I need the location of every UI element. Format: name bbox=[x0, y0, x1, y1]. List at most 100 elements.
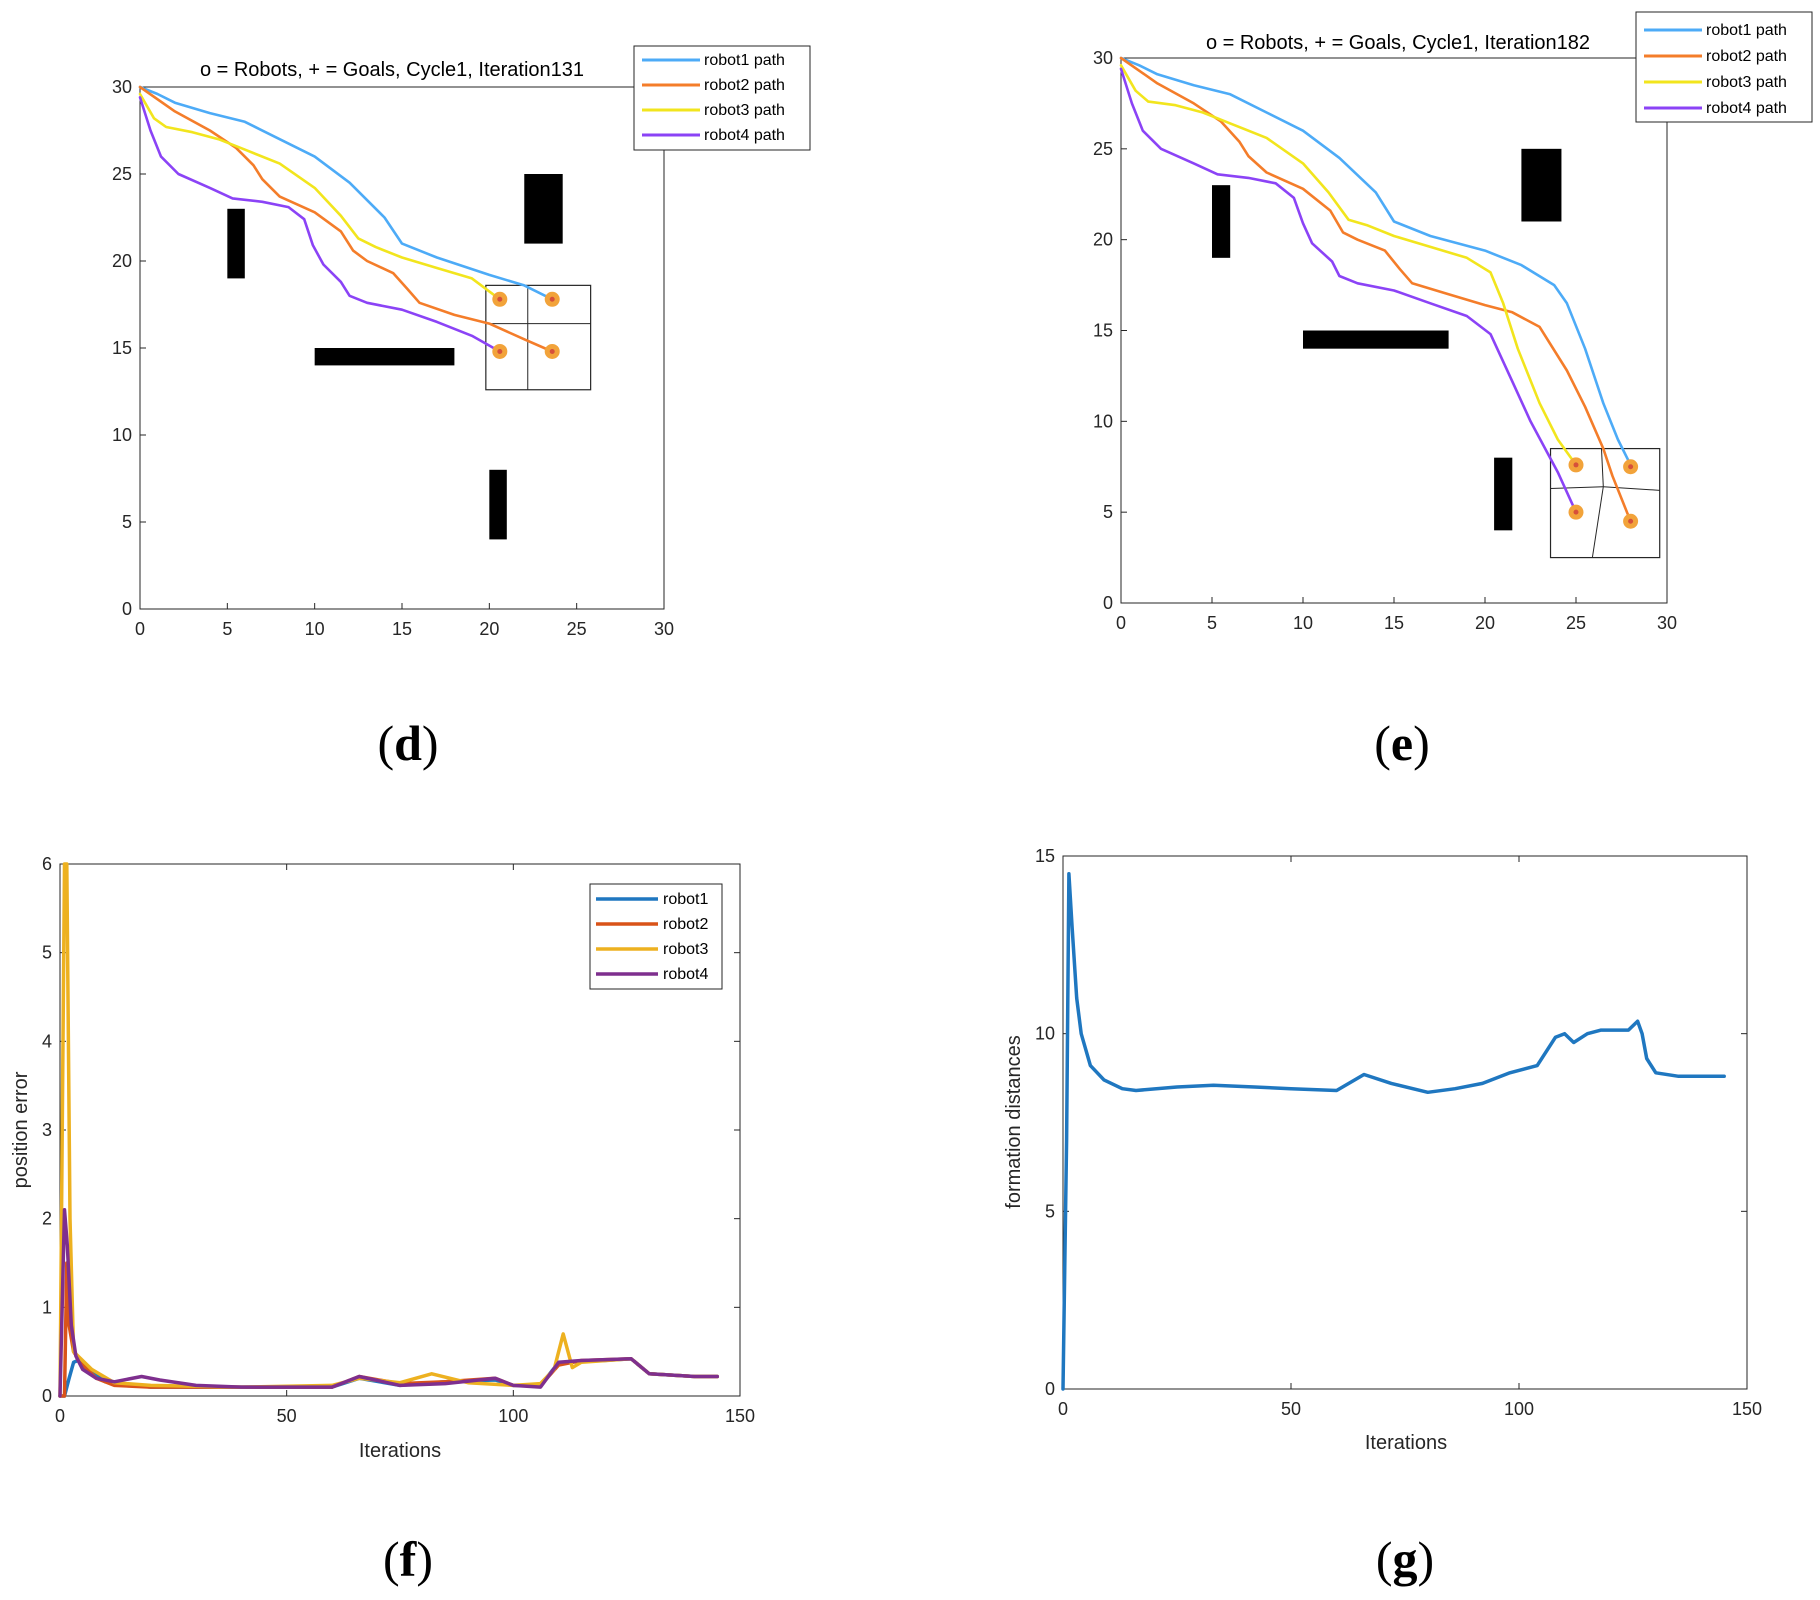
panel-d: o = Robots, + = Goals, Cycle1, Iteration… bbox=[112, 45, 811, 771]
g-ytick-label: 10 bbox=[1035, 1024, 1055, 1044]
d-series-robot4-path bbox=[138, 96, 502, 353]
e-goal-marker bbox=[1628, 464, 1634, 470]
e-ytick-label: 5 bbox=[1103, 502, 1113, 522]
d-obstacle bbox=[489, 469, 507, 540]
f-xtick-label: 150 bbox=[725, 1406, 755, 1426]
f-legend-label-robot4: robot4 bbox=[663, 966, 708, 983]
e-formation-divider bbox=[1600, 448, 1604, 487]
g-ytick-label: 15 bbox=[1035, 846, 1055, 866]
d-legend: robot1 path robot2 path robot3 path robo… bbox=[633, 45, 811, 151]
g-caption: (g) bbox=[1376, 1531, 1434, 1587]
e-xtick-label: 25 bbox=[1566, 613, 1586, 633]
e-ytick-label: 0 bbox=[1103, 593, 1113, 613]
d-xtick-label: 30 bbox=[654, 619, 674, 639]
f-ylabel: position error bbox=[10, 1071, 32, 1188]
e-formation-divider bbox=[1591, 486, 1604, 558]
e-legend-label-robot2: robot2 path bbox=[1706, 48, 1787, 65]
g-plot-frame bbox=[1062, 855, 1748, 1390]
e-legend-label-robot4: robot4 path bbox=[1706, 100, 1787, 117]
d-obstacle bbox=[314, 348, 455, 366]
f-caption-letter: f bbox=[400, 1531, 418, 1587]
d-ytick-label: 20 bbox=[112, 251, 132, 271]
d-ytick-label: 15 bbox=[112, 338, 132, 358]
e-goal-marker bbox=[1573, 462, 1579, 468]
e-caption: (e) bbox=[1374, 715, 1430, 771]
d-goal-marker bbox=[497, 296, 503, 302]
f-legend-label-robot2: robot2 bbox=[663, 916, 708, 933]
e-goal-marker bbox=[1573, 509, 1579, 515]
e-caption-letter: e bbox=[1391, 715, 1413, 771]
d-xtick-label: 25 bbox=[567, 619, 587, 639]
e-series-robot2-path bbox=[1119, 56, 1632, 523]
e-obstacle bbox=[1303, 330, 1449, 349]
e-ytick-label: 10 bbox=[1093, 411, 1113, 431]
d-obstacle bbox=[524, 174, 563, 244]
d-xtick-label: 20 bbox=[479, 619, 499, 639]
d-ytick-label: 10 bbox=[112, 425, 132, 445]
g-ytick-label: 0 bbox=[1045, 1379, 1055, 1399]
e-xtick-label: 10 bbox=[1293, 613, 1313, 633]
d-formation-box bbox=[485, 284, 592, 391]
f-series-robot4 bbox=[58, 1208, 720, 1398]
f-xtick-label: 50 bbox=[277, 1406, 297, 1426]
e-ytick-label: 15 bbox=[1093, 321, 1113, 341]
panel-f: 0 1 2 3 4 5 6 0 50 100 150 Iterations position er… bbox=[10, 854, 755, 1587]
d-xtick-label: 15 bbox=[392, 619, 412, 639]
e-xtick-label: 20 bbox=[1475, 613, 1495, 633]
e-series-robot4-path bbox=[1119, 67, 1578, 514]
panel-e: o = Robots, + = Goals, Cycle1, Iteration… bbox=[1093, 11, 1813, 771]
d-legend-label-robot3: robot3 path bbox=[704, 102, 785, 119]
f-ytick-label: 6 bbox=[42, 854, 52, 874]
d-legend-label-robot1: robot1 path bbox=[704, 52, 785, 69]
g-xtick-label: 150 bbox=[1732, 1399, 1762, 1419]
f-legend-label-robot1: robot1 bbox=[663, 891, 708, 908]
d-xtick-label: 0 bbox=[135, 619, 145, 639]
g-xtick-label: 0 bbox=[1058, 1399, 1068, 1419]
d-ytick-label: 30 bbox=[112, 77, 132, 97]
f-ytick-label: 2 bbox=[42, 1209, 52, 1229]
d-title: o = Robots, + = Goals, Cycle1, Iteration… bbox=[200, 59, 584, 81]
d-goal-marker bbox=[549, 348, 555, 354]
e-xtick-label: 15 bbox=[1384, 613, 1404, 633]
e-legend: robot1 path robot2 path robot3 path robo… bbox=[1635, 11, 1813, 123]
e-legend-label-robot1: robot1 path bbox=[1706, 22, 1787, 39]
f-xtick-label: 100 bbox=[498, 1406, 528, 1426]
d-goal-marker bbox=[549, 296, 555, 302]
e-ytick-label: 20 bbox=[1093, 230, 1113, 250]
e-goal-marker bbox=[1628, 518, 1634, 524]
f-xlabel: Iterations bbox=[359, 1440, 441, 1462]
f-ytick-label: 0 bbox=[42, 1386, 52, 1406]
g-ytick-label: 5 bbox=[1045, 1201, 1055, 1221]
f-legend: robot1 robot2 robot3 robot4 bbox=[589, 883, 723, 990]
d-legend-label-robot2: robot2 path bbox=[704, 77, 785, 94]
d-caption-letter: d bbox=[394, 715, 422, 771]
e-obstacle bbox=[1212, 185, 1231, 258]
e-obstacle bbox=[1494, 457, 1513, 531]
d-series-robot1-path bbox=[138, 85, 554, 301]
g-xtick-label: 50 bbox=[1281, 1399, 1301, 1419]
d-xtick-label: 10 bbox=[305, 619, 325, 639]
f-legend-label-robot3: robot3 bbox=[663, 941, 708, 958]
e-formation-divider bbox=[1603, 486, 1660, 491]
e-xtick-label: 5 bbox=[1207, 613, 1217, 633]
e-title: o = Robots, + = Goals, Cycle1, Iteration… bbox=[1206, 32, 1590, 54]
e-obstacle bbox=[1521, 148, 1562, 222]
f-ytick-label: 4 bbox=[42, 1031, 52, 1051]
f-caption: (f) bbox=[383, 1531, 433, 1587]
panel-g: 0 5 10 15 0 50 100 150 Iterations formation di… bbox=[1003, 846, 1762, 1587]
f-legend-box bbox=[589, 883, 723, 990]
g-xtick-label: 100 bbox=[1504, 1399, 1534, 1419]
d-legend-box bbox=[633, 45, 811, 151]
f-ytick-label: 3 bbox=[42, 1120, 52, 1140]
d-ytick-label: 5 bbox=[122, 512, 132, 532]
f-ytick-label: 5 bbox=[42, 943, 52, 963]
g-ylabel: formation distances bbox=[1003, 1035, 1025, 1208]
d-series-robot3-path bbox=[138, 92, 502, 301]
e-legend-label-robot3: robot3 path bbox=[1706, 74, 1787, 91]
d-obstacle bbox=[227, 208, 245, 279]
d-ytick-label: 0 bbox=[122, 599, 132, 619]
d-xtick-label: 5 bbox=[222, 619, 232, 639]
e-ytick-label: 25 bbox=[1093, 139, 1113, 159]
e-formation-divider bbox=[1550, 486, 1604, 490]
